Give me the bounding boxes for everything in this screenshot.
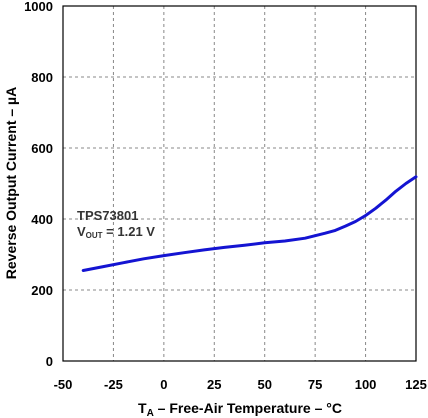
y-tick-label: 1000 xyxy=(24,0,53,14)
x-tick-label: -25 xyxy=(104,377,123,392)
y-axis-title: Reverse Output Current – µA xyxy=(3,87,19,279)
y-tick-label: 800 xyxy=(31,70,53,85)
x-tick-label: 50 xyxy=(257,377,271,392)
x-axis-title-rest: – Free-Air Temperature – °C xyxy=(154,400,342,416)
annotation-vout-rest: = 1.21 V xyxy=(103,224,156,239)
grid xyxy=(63,6,416,361)
x-tick-label: 25 xyxy=(207,377,221,392)
y-tick-label: 600 xyxy=(31,141,53,156)
annotation-vout: VOUT = 1.21 V xyxy=(77,224,155,240)
plot-frame xyxy=(62,5,417,362)
series-line xyxy=(81,175,418,272)
y-tick-label: 200 xyxy=(31,283,53,298)
annotation-device: TPS73801 xyxy=(77,208,138,223)
x-tick-label: 125 xyxy=(405,377,427,392)
y-tick-label: 0 xyxy=(46,354,53,369)
x-axis-title: TA – Free-Air Temperature – °C xyxy=(138,400,342,418)
x-tick-label: 100 xyxy=(355,377,377,392)
annotation-vout-sub: OUT xyxy=(86,231,103,240)
x-axis-title-sub: A xyxy=(147,408,154,418)
annotation-vout-main: V xyxy=(77,224,86,239)
series-layer xyxy=(81,175,418,272)
x-tick-label: 0 xyxy=(160,377,167,392)
x-axis-title-main: T xyxy=(138,400,147,416)
x-tick-labels: -50 -25 0 25 50 75 100 125 xyxy=(54,377,427,392)
x-tick-label: -50 xyxy=(54,377,73,392)
y-tick-labels: 0 200 400 600 800 1000 xyxy=(24,0,53,369)
y-tick-label: 400 xyxy=(31,212,53,227)
x-tick-label: 75 xyxy=(308,377,322,392)
